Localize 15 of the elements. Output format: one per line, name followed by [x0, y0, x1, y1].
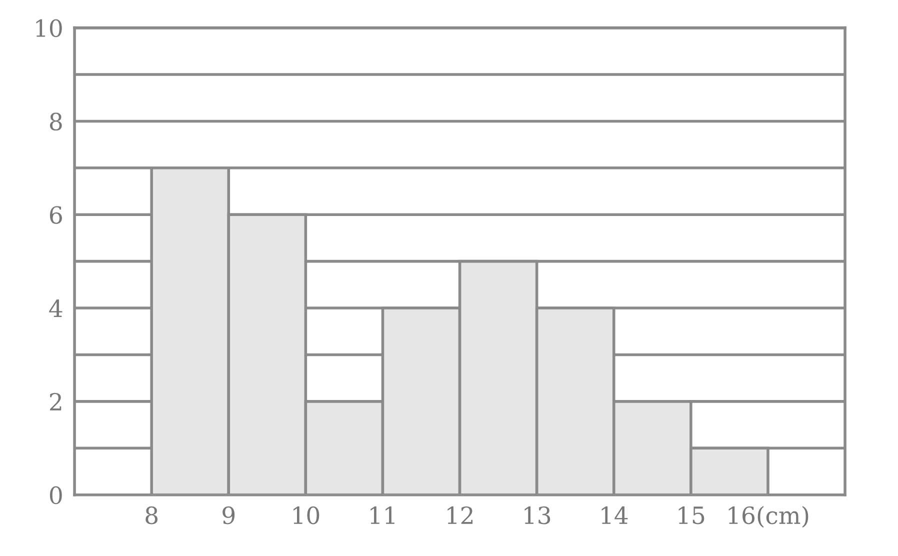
- x-tick-label: 8: [146, 506, 158, 524]
- x-tick-label: 13: [524, 506, 550, 524]
- y-tick-label: 4: [49, 299, 62, 317]
- y-tick-label: 2: [50, 392, 62, 410]
- y-tick-label: 8: [50, 112, 62, 131]
- x-tick-label: 14: [602, 506, 628, 524]
- x-tick-label: 16(cm): [728, 506, 808, 528]
- x-tick-label: 15: [678, 506, 704, 524]
- y-tick-label: 0: [50, 486, 62, 504]
- y-tick-label: 6: [50, 206, 62, 224]
- x-tick-label: 10: [294, 506, 320, 524]
- x-tick-label: 11: [370, 506, 394, 524]
- x-tick-label: 9: [222, 506, 235, 524]
- y-tick-label: 10: [36, 19, 62, 38]
- x-tick-label: 12: [448, 506, 472, 524]
